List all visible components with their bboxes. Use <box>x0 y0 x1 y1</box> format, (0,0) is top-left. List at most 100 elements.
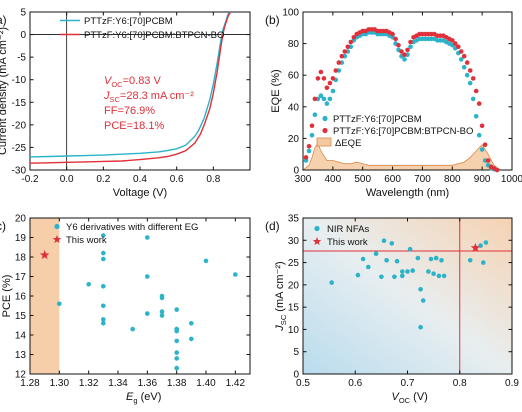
x-tick-label: 0.4 <box>133 174 147 185</box>
annotation-sub: OC <box>111 80 123 89</box>
nfa-point <box>410 268 416 273</box>
eqe-point-1 <box>327 80 333 86</box>
nfa-point <box>400 273 405 279</box>
x-axis-title: Eg (eV) <box>126 391 161 405</box>
y-tick-label: 12 <box>15 370 27 381</box>
legend-label-0: Y6 derivatives with different EG <box>66 222 198 233</box>
x-tick-label: 0.8 <box>206 174 220 185</box>
nfa-point <box>439 258 444 263</box>
x-tick-label: 1.30 <box>50 378 70 389</box>
nfa-point <box>329 280 335 285</box>
eqe-point-1 <box>456 44 461 50</box>
annotation-sub: SC <box>110 95 121 104</box>
eqe-point-1 <box>405 47 410 53</box>
y-axis-title-main: J <box>274 325 286 332</box>
pce-point <box>101 233 106 238</box>
x-tick-label: 500 <box>354 174 371 185</box>
eqe-point-1 <box>467 68 473 73</box>
y-tick-label: 25 <box>288 258 300 269</box>
x-tick-label: 1.34 <box>108 378 128 389</box>
eqe-point-0 <box>306 148 312 154</box>
y-tick-label: 5 <box>293 347 299 358</box>
pce-point <box>174 350 179 355</box>
eqe-point-1 <box>393 36 398 42</box>
annotation-label: J <box>103 90 110 102</box>
gradient-background <box>303 218 512 374</box>
annotation-1: JSC=28.3 mA cm⁻² <box>103 90 194 104</box>
y-tick-label: -15 <box>12 98 27 109</box>
nfa-point <box>355 272 361 278</box>
y-tick-label: 14 <box>15 331 27 342</box>
pce-point <box>145 235 150 240</box>
legend-label-0: PTTzF:Y6:[70]PCBM <box>84 16 173 27</box>
eqe-point-1 <box>396 42 401 48</box>
y-tick-label: 18 <box>15 253 27 264</box>
eqe-point-1 <box>450 38 455 43</box>
pce-point <box>159 313 165 318</box>
y-tick-label: 0 <box>293 166 299 177</box>
nfa-point <box>384 258 389 263</box>
x-tick-label: 800 <box>444 174 461 185</box>
pce-point <box>189 321 194 326</box>
y-axis-title: Current density (mA cm⁻²) <box>0 27 9 155</box>
pce-point <box>101 303 106 309</box>
x-tick-label: 1.42 <box>226 378 246 389</box>
eqe-point-1 <box>348 39 354 45</box>
legend-label-1: This work <box>66 235 107 246</box>
legend-marker-0 <box>314 225 320 232</box>
eqe-point-0 <box>327 96 333 102</box>
y-tick-label: -5 <box>17 53 26 64</box>
eqe-point-1 <box>303 155 309 160</box>
pce-point <box>101 284 106 289</box>
y-tick-label: 0 <box>20 30 26 41</box>
x-axis-title-unit: (eV) <box>138 391 162 403</box>
this-work-star <box>470 242 481 252</box>
pce-point <box>203 258 209 264</box>
eqe-point-1 <box>402 52 407 57</box>
panel-label: (b) <box>265 13 280 27</box>
plot-frame <box>302 11 513 171</box>
annotation-value: =28.3 mA cm⁻² <box>120 90 194 102</box>
eqe-point-0 <box>476 132 482 138</box>
y-axis-title: EQE (%) <box>270 69 282 112</box>
nfa-point <box>366 264 371 270</box>
y-tick-label: 19 <box>15 233 27 244</box>
pce-point <box>174 338 179 344</box>
eqe-point-0 <box>312 112 318 117</box>
y-tick-label: 10 <box>288 325 300 336</box>
legend-label-1: This work <box>327 237 368 248</box>
legend-marker-1 <box>322 127 328 134</box>
delta-eqe-area <box>301 142 512 171</box>
pce-point <box>145 311 150 316</box>
annotation-value: =18.1% <box>127 120 165 132</box>
annotation-3: PCE=18.1% <box>104 120 164 132</box>
annotation-value: =0.83 V <box>123 75 162 87</box>
nfa-point <box>420 298 426 303</box>
y-tick-label: 100 <box>282 8 299 19</box>
y-tick-label: -30 <box>12 166 27 177</box>
jv-curve-0 <box>30 12 231 158</box>
y-tick-label: 5 <box>20 8 26 19</box>
plot-frame <box>29 217 251 375</box>
y-tick-label: 15 <box>15 311 27 322</box>
legend-marker-0 <box>54 223 60 230</box>
nfa-point <box>379 274 384 280</box>
nfa-point <box>441 273 447 279</box>
eqe-point-0 <box>324 101 330 106</box>
pce-point <box>174 365 179 371</box>
legend-label-1: PTTzF:Y6:[70]PCBM:BTPCN-BO <box>333 126 473 137</box>
eqe-point-0 <box>467 80 473 86</box>
pce-point <box>130 326 135 332</box>
nfa-point <box>483 240 489 245</box>
eqe-point-1 <box>315 76 321 81</box>
eqe-point-1 <box>390 31 395 37</box>
shaded-region <box>30 218 60 374</box>
eqe-point-1 <box>321 76 327 81</box>
jv-curve-1 <box>30 12 232 164</box>
nfa-point <box>400 269 405 274</box>
annotation-label: FF <box>104 105 118 117</box>
x-tick-label: 700 <box>414 174 431 185</box>
legend-label-area: ΔEQE <box>335 138 361 149</box>
x-tick-label: 1.36 <box>138 378 158 389</box>
panel-c: 1.28 1.30 1.32 1.34 1.36 1.38 1.40 1.42 12 13 14 15… <box>0 214 251 405</box>
